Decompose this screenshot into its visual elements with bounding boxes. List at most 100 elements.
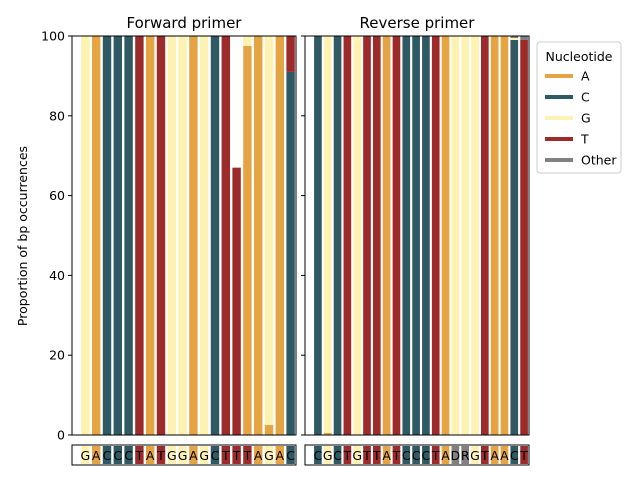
strip-letter-fwd-8: G [167, 448, 177, 463]
bar-fwd-13-T [221, 36, 231, 435]
bar-rev-20-G [510, 37, 519, 40]
strip-letter-fwd-4: C [124, 448, 133, 463]
bar-fwd-18-A [275, 36, 285, 435]
bar-fwd-17-G [264, 36, 274, 426]
strip-letter-rev-7: A [382, 448, 391, 463]
strip-letter-rev-9: C [402, 448, 411, 463]
strip-letter-fwd-7: T [156, 448, 165, 463]
strip-letter-rev-12: T [431, 448, 440, 463]
bar-fwd-2-C [102, 36, 112, 435]
strip-tile-fwd-18 [275, 446, 285, 464]
strip-tile-fwd-15 [243, 446, 252, 464]
strip-letter-fwd-12: C [211, 448, 220, 463]
bar-fwd-8-G [167, 36, 177, 435]
strip-tile-rev-19 [500, 446, 509, 464]
bar-rev-7-A [382, 36, 391, 435]
bar-fwd-14-T [232, 167, 241, 436]
bar-rev-8-T [392, 36, 401, 435]
strip-letter-rev-1: G [323, 448, 333, 463]
y-tick-label-40: 40 [49, 268, 65, 283]
strip-letter-rev-8: T [392, 448, 401, 463]
strip-letter-rev-14: D [451, 448, 461, 463]
bar-fwd-1-A [91, 36, 101, 435]
strip-tile-fwd-17 [264, 446, 274, 464]
bar-rev-20-C [510, 39, 519, 436]
bar-rev-10-C [412, 36, 420, 435]
strip-tile-rev-18 [490, 446, 499, 464]
bar-fwd-16-A [253, 36, 263, 435]
bar-rev-1-G [323, 36, 332, 434]
strip-tile-fwd-2 [102, 446, 112, 464]
strip-tile-fwd-0 [81, 446, 90, 464]
strip-tile-rev-8 [392, 446, 401, 464]
bar-fwd-5-T [135, 36, 144, 435]
strip-letter-rev-5: T [362, 448, 371, 463]
bar-fwd-3-C [113, 36, 123, 435]
bar-fwd-6-A [145, 36, 155, 435]
y-tick-label-100: 100 [41, 29, 65, 44]
strip-letter-fwd-18: A [276, 448, 285, 463]
strip-letter-rev-10: C [412, 448, 421, 463]
strip-tile-fwd-1 [91, 446, 101, 464]
strip-tile-rev-5 [363, 446, 371, 464]
plot-frame-fwd [71, 35, 297, 436]
bar-fwd-19-T [286, 36, 295, 72]
bar-fwd-0-G [81, 36, 90, 435]
strip-letter-fwd-11: G [199, 448, 209, 463]
bar-rev-15-G [461, 36, 470, 435]
strip-tile-rev-1 [323, 446, 332, 464]
strip-letter-fwd-6: A [146, 448, 155, 463]
strip-letter-fwd-1: A [92, 448, 101, 463]
strip-tile-rev-7 [382, 446, 391, 464]
strip-tile-fwd-19 [286, 446, 295, 464]
strip-letter-fwd-0: G [81, 448, 91, 463]
strip-tile-fwd-16 [253, 446, 263, 464]
plot-frame-rev [304, 35, 530, 436]
bar-fwd-15-A [243, 45, 252, 435]
legend-label-c: C [581, 90, 590, 105]
strip-tile-rev-10 [412, 446, 420, 464]
strip-tile-fwd-12 [210, 446, 220, 464]
legend-label-other: Other [581, 153, 617, 168]
bar-rev-0-C [314, 36, 322, 435]
bar-fwd-15-G [243, 36, 252, 46]
strip-tile-fwd-10 [189, 446, 198, 464]
strip-tile-fwd-5 [135, 446, 144, 464]
strip-letter-rev-6: T [372, 448, 381, 463]
strip-tile-fwd-9 [178, 446, 187, 464]
strip-tile-rev-20 [510, 446, 519, 464]
bar-fwd-19-C [286, 71, 295, 435]
strip-tile-fwd-8 [167, 446, 177, 464]
bar-rev-19-A [500, 36, 509, 435]
bar-rev-21-T [520, 39, 528, 436]
strip-tile-rev-12 [431, 446, 440, 464]
strip-letter-rev-11: C [422, 448, 431, 463]
strip-tile-rev-11 [422, 446, 430, 464]
bar-rev-2-C [333, 36, 342, 435]
strip-letter-rev-13: A [441, 448, 450, 463]
strip-tile-rev-17 [480, 446, 489, 464]
strip-tile-fwd-11 [199, 446, 209, 464]
strip-letter-fwd-19: C [286, 448, 295, 463]
bar-rev-12-T [431, 36, 440, 435]
bar-rev-1-A [323, 433, 332, 435]
bar-fwd-7-T [156, 36, 166, 435]
strip-tile-rev-13 [441, 446, 450, 464]
strip-letter-rev-18: A [490, 448, 499, 463]
bar-rev-3-T [343, 36, 352, 435]
bar-rev-9-C [402, 36, 411, 435]
bar-rev-14-G [451, 36, 460, 435]
strip-letter-fwd-3: C [113, 448, 122, 463]
bar-rev-18-A [490, 36, 499, 435]
strip-tile-rev-14 [451, 446, 460, 464]
strip-tile-rev-9 [402, 446, 411, 464]
bar-fwd-9-G [178, 36, 187, 435]
strip-letter-rev-20: C [510, 448, 519, 463]
bar-rev-13-A [441, 36, 450, 435]
bar-rev-6-T [372, 36, 381, 435]
bar-fwd-10-A [189, 36, 198, 435]
strip-tile-rev-6 [372, 446, 381, 464]
